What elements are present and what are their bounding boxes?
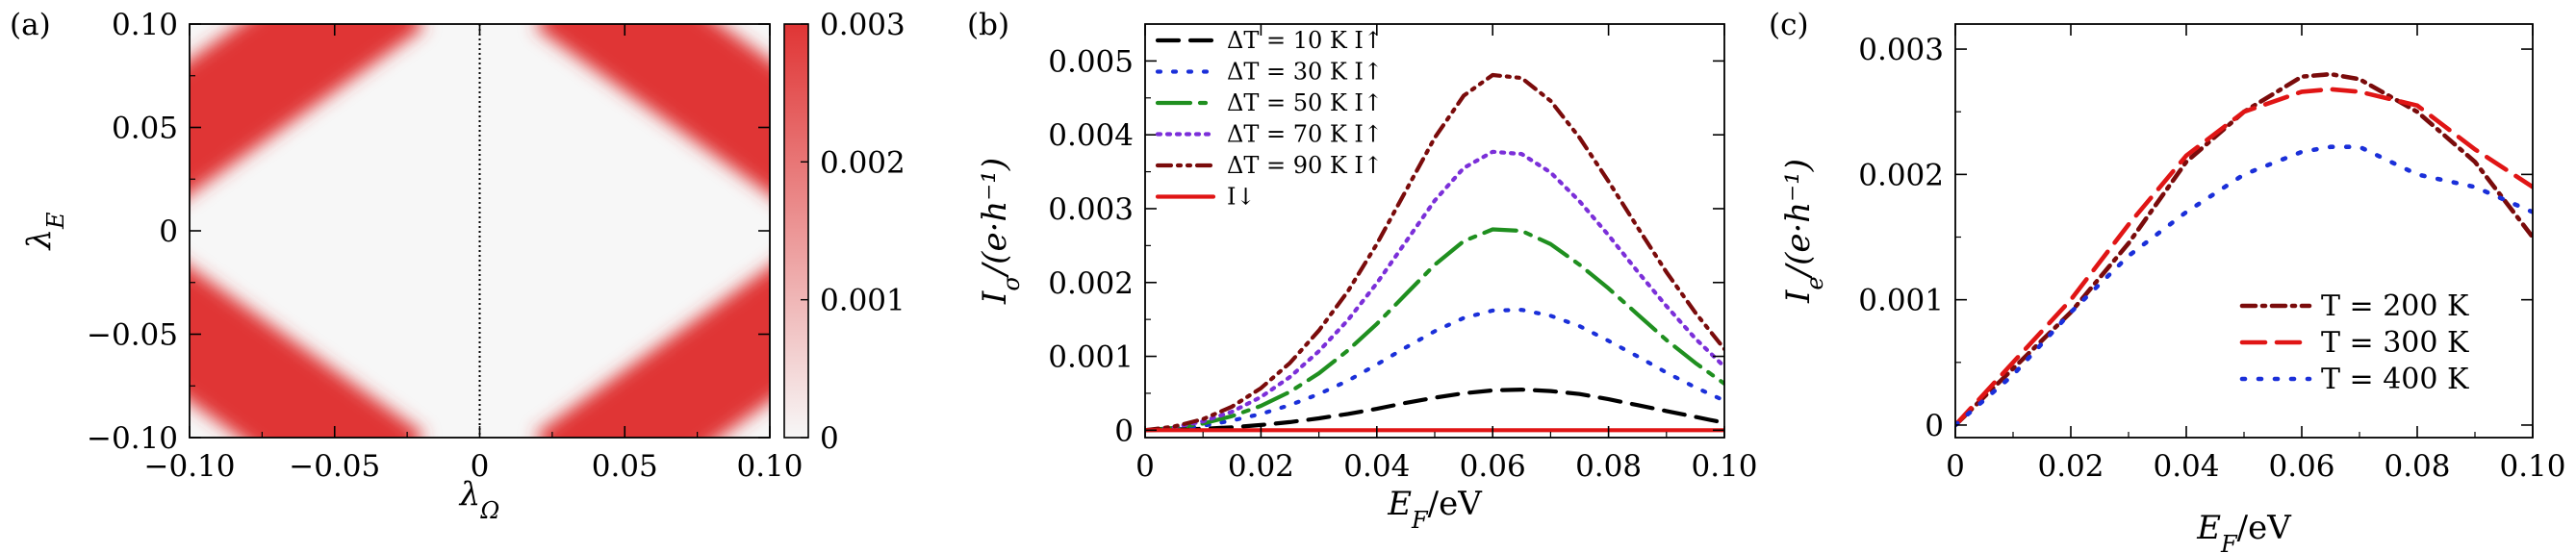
colorbar-tick-label: 0.003 [820,8,905,42]
y-tick-label: 0.002 [1858,158,1944,192]
y-tick-label: 0 [1925,409,1944,443]
x-axis-label-b: EF/eV [1387,485,1483,534]
x-tick-label: 0.02 [1228,449,1294,484]
series-line-b-1 [1145,308,1724,433]
y-tick-label: 0.001 [1048,340,1134,375]
y-axis-label-a: λE [20,212,69,252]
y-tick-label: 0.005 [1048,44,1134,79]
series-group-c [1955,71,2533,428]
x-tick-label: 0.10 [2499,449,2565,484]
legend-label-c-0: T = 200 K [2321,289,2469,323]
x-tick-label: 0.08 [2384,449,2450,484]
heatmap-band-1 [534,266,770,438]
x-tick-label: 0.04 [1343,449,1410,484]
x-axis-label-c: EF/eV [2196,509,2292,553]
heatmap-band-2 [190,266,425,438]
colorbar-tick-label: 0.002 [820,145,905,180]
colorbar [783,23,809,439]
heatmap-cells [190,24,770,438]
x-tick-label: −0.05 [289,449,380,484]
legend-label-3: ΔT = 70 K I↑ [1227,121,1383,148]
x-tick-label: 0.10 [1691,449,1757,484]
y-tick-label: −0.10 [87,421,178,456]
series-line-c-2 [1955,144,2533,428]
x-tick-label: 0.06 [2268,449,2334,484]
x-tick-label: 0.02 [2037,449,2104,484]
x-tick-label: 0.04 [2153,449,2219,484]
legend-label-1: ΔT = 30 K I↑ [1227,59,1383,86]
y-tick-label: 0.002 [1048,266,1134,301]
heatmap-band-0 [190,24,425,195]
y-tick-label: 0.003 [1858,33,1944,67]
series-line-b-3 [1145,149,1724,433]
y-axis-label-b: Iσ/(e·h⁻¹) [976,158,1025,305]
colorbar-tick-label: 0 [820,421,839,456]
x-axis-label-a: λΩ [458,475,499,524]
heatmap-band-3 [534,24,770,195]
colorbar-tick-label: 0.001 [820,284,905,318]
y-tick-label: −0.05 [87,318,178,353]
y-tick-label: 0.004 [1048,118,1134,153]
series-line-b-4 [1145,72,1724,433]
x-tick-label: −0.10 [144,449,236,484]
series-group-b [1145,72,1724,433]
x-tick-label: 0 [1946,449,1965,484]
legend-label-4: ΔT = 90 K I↑ [1227,152,1383,179]
y-tick-label: 0.001 [1858,284,1944,318]
x-tick-label: 0.10 [736,449,803,484]
legend-label-5: I↓ [1227,184,1256,211]
series-line-b-0 [1145,388,1724,433]
y-axis-label-c: Ie/(e·h⁻¹) [1779,159,1828,304]
x-tick-label: 0.05 [592,449,658,484]
panel-label-c: (c) [1769,8,1809,42]
legend-label-2: ΔT = 50 K I↑ [1227,89,1383,116]
x-tick-label: 0 [471,449,490,484]
y-tick-label: 0 [159,214,178,249]
legend-label-0: ΔT = 10 K I↑ [1227,27,1383,54]
series-line-c-1 [1955,87,2533,428]
y-tick-label: 0.10 [112,8,178,42]
legend-label-c-2: T = 400 K [2321,363,2469,396]
y-tick-label: 0.05 [112,112,178,146]
x-tick-label: 0 [1135,449,1155,484]
legend-label-c-1: T = 300 K [2321,326,2469,360]
y-tick-label: 0.003 [1048,192,1134,227]
x-tick-label: 0.08 [1575,449,1642,484]
series-line-b-2 [1145,227,1724,433]
y-tick-label: 0 [1114,414,1134,448]
panel-label-b: (b) [967,8,1009,42]
panel-label-a: (a) [10,8,51,42]
x-tick-label: 0.06 [1460,449,1526,484]
